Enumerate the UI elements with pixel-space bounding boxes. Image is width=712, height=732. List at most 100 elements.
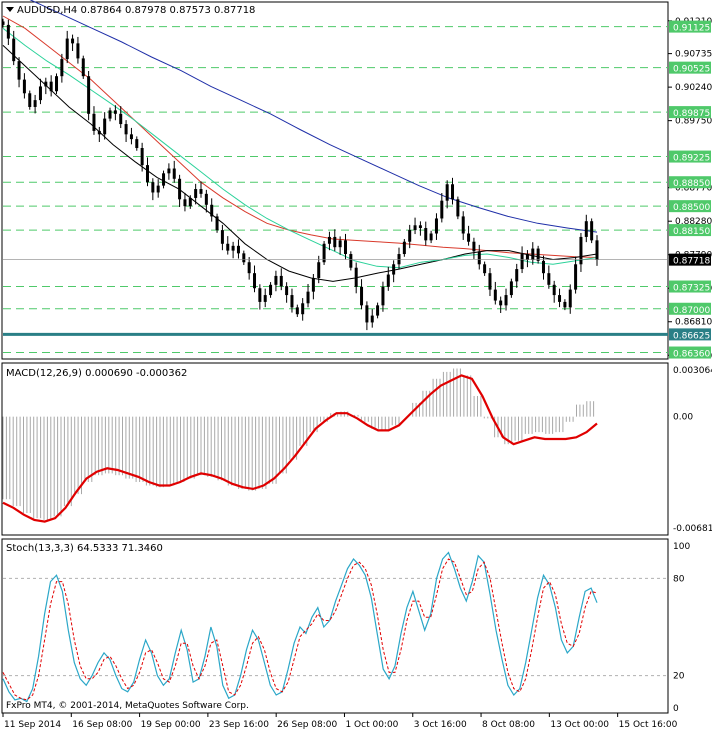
candle-body xyxy=(103,118,107,135)
macd-tick-label: 0.003064 xyxy=(673,366,712,376)
candle-body xyxy=(349,254,353,268)
candle-body xyxy=(44,81,48,87)
candle-body xyxy=(135,139,139,149)
price-tick-label: 0.90735 xyxy=(675,50,712,60)
candle-body xyxy=(488,273,492,290)
macd-axis: 0.003064 0.00 -0.006819 xyxy=(673,366,712,534)
candle-body xyxy=(55,76,59,92)
level-label: 0.88150 xyxy=(673,227,710,237)
time-tick-label: 19 Sep 00:00 xyxy=(141,720,201,730)
candle-body xyxy=(493,289,497,301)
candle-body xyxy=(509,281,513,296)
stoch-panel-title: Stoch(13,3,3) 64.5333 71.3460 xyxy=(6,543,163,554)
time-tick-label: 16 Sep 08:00 xyxy=(72,720,132,730)
price-tick-label: 0.89750 xyxy=(675,117,712,127)
stoch-panel: 100 80 20 0 Stoch(13,3,3) 64.5333 71.3460 F… xyxy=(1,538,690,714)
level-label-box xyxy=(669,20,711,33)
candles xyxy=(1,18,599,331)
macd-histogram xyxy=(2,368,595,520)
candle-body xyxy=(151,182,155,193)
level-label: 0.88850 xyxy=(673,179,710,189)
candle-body xyxy=(140,148,144,166)
candle-body xyxy=(236,245,240,254)
time-tick-label: 26 Sep 08:00 xyxy=(277,720,337,730)
candle-body xyxy=(413,225,417,231)
ma-long-line xyxy=(29,0,598,233)
candle-body xyxy=(156,185,160,193)
dropdown-arrow-icon[interactable] xyxy=(6,7,14,12)
level-label-box xyxy=(669,150,711,163)
macd-panel: 0.003064 0.00 -0.006819 MACD(12,26,9) 0.00… xyxy=(1,362,712,536)
candle-body xyxy=(210,204,214,217)
candle-body xyxy=(317,262,321,278)
price-panel-title: AUDUSD,H4 0.87864 0.87978 0.87573 0.8771… xyxy=(17,5,255,16)
level-label-box xyxy=(669,302,711,315)
stoch-signal-line xyxy=(2,558,598,701)
time-tick-label: 1 Oct 00:00 xyxy=(345,720,398,730)
candle-body xyxy=(279,275,283,287)
candle-body xyxy=(17,61,21,80)
candle-body xyxy=(1,21,5,25)
chart-header: AUDUSD,H4 0.87864 0.87978 0.87573 0.8771… xyxy=(6,5,255,16)
candle-body xyxy=(6,24,10,39)
level-label: 0.87325 xyxy=(673,284,710,294)
candle-body xyxy=(558,295,562,302)
candle-body xyxy=(354,267,358,287)
candle-body xyxy=(119,113,123,125)
candle-body xyxy=(541,260,545,274)
level-label: 0.91125 xyxy=(673,24,710,34)
candle-body xyxy=(579,236,583,265)
candle-body xyxy=(440,200,444,219)
time-tick-label: 3 Oct 16:00 xyxy=(414,720,467,730)
candle-body xyxy=(536,248,540,261)
macd-signal xyxy=(2,374,598,523)
level-label: 0.87000 xyxy=(673,306,710,316)
candle-body xyxy=(76,43,80,59)
candle-body xyxy=(547,273,551,285)
candle-body xyxy=(343,240,347,255)
macd-panel-title: MACD(12,26,9) 0.000690 -0.000362 xyxy=(6,368,187,379)
candle-body xyxy=(434,218,438,234)
candle-body xyxy=(477,251,481,265)
candle-body xyxy=(269,284,273,296)
stoch-axis: 100 80 20 0 xyxy=(673,542,690,714)
candle-body xyxy=(60,59,64,77)
candle-body xyxy=(574,264,578,290)
candle-body xyxy=(247,262,251,274)
level-label-box xyxy=(669,224,711,237)
level-label: 0.86625 xyxy=(673,331,710,341)
level-label-box xyxy=(669,280,711,293)
level-label: 0.89875 xyxy=(673,109,710,119)
candle-body xyxy=(97,130,101,135)
candle-body xyxy=(327,236,331,244)
level-label: 0.89225 xyxy=(673,154,710,164)
candle-body xyxy=(242,253,246,263)
macd-signal-line xyxy=(2,374,598,523)
candle-body xyxy=(418,225,422,229)
candle-body xyxy=(568,289,572,308)
price-panel: 0.912100.907350.902400.897500.887700.882… xyxy=(1,0,712,361)
price-tick-label: 0.90240 xyxy=(675,83,712,93)
macd-panel-frame xyxy=(1,362,669,536)
time-tick-label: 8 Oct 08:00 xyxy=(482,720,535,730)
candle-body xyxy=(360,286,364,306)
candle-body xyxy=(124,124,128,135)
candle-body xyxy=(499,300,503,306)
time-tick-label: 11 Sep 2014 xyxy=(4,720,61,730)
candle-body xyxy=(295,307,299,315)
candle-body xyxy=(65,38,69,60)
candle-body xyxy=(226,243,230,251)
candle-body xyxy=(370,315,374,323)
candle-body xyxy=(461,216,465,234)
candle-body xyxy=(285,286,289,296)
current-price-box xyxy=(669,253,711,266)
candle-body xyxy=(333,236,337,248)
candle-body xyxy=(81,58,85,77)
candle-body xyxy=(590,221,594,241)
stoch-tick-label: 0 xyxy=(673,704,679,714)
candle-body xyxy=(87,76,91,114)
stoch-panel-frame xyxy=(1,538,669,714)
candle-body xyxy=(504,295,508,306)
candle-body xyxy=(376,305,380,316)
